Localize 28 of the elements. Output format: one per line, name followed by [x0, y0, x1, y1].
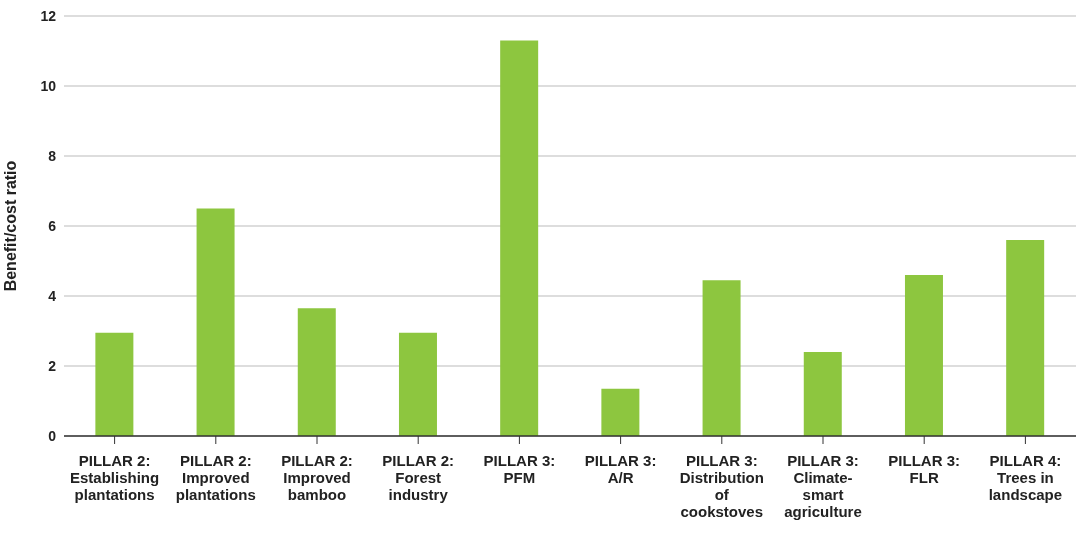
y-tick-label: 4 — [48, 287, 57, 304]
x-tick-label: PILLAR 3: FLR — [888, 452, 961, 486]
bar — [95, 332, 134, 436]
y-tick-label: 6 — [48, 217, 57, 234]
x-tick-label: PILLAR 2: Forest industry — [382, 452, 455, 503]
y-tick-label: 8 — [48, 147, 57, 164]
y-tick-label: 12 — [40, 7, 57, 24]
bar — [702, 280, 741, 436]
x-tick-label: PILLAR 2: Establishing plantations — [70, 452, 160, 503]
bar — [904, 275, 943, 436]
bar — [196, 208, 235, 436]
x-tick-label: PILLAR 3: A/R — [584, 452, 657, 486]
bar — [803, 352, 842, 436]
x-tick-label: PILLAR 3: Distribution of cookstoves — [679, 452, 764, 520]
bar — [601, 388, 640, 436]
x-tick-label: PILLAR 3: PFM — [483, 452, 556, 486]
bar — [500, 40, 539, 436]
bar — [398, 332, 437, 436]
bar — [1006, 240, 1045, 436]
y-tick-label: 2 — [48, 357, 57, 374]
x-tick-label: PILLAR 3: Climate- smart agriculture — [784, 452, 862, 520]
y-tick-label: 0 — [48, 427, 57, 444]
x-tick-label: PILLAR 2: Improved plantations — [175, 452, 256, 503]
y-tick-label: 10 — [40, 77, 57, 94]
x-tick-label: PILLAR 2: Improved bamboo — [281, 452, 353, 503]
x-tick-label: PILLAR 4: Trees in landscape — [988, 452, 1063, 503]
y-axis-title: Benefit/cost ratio — [1, 160, 19, 292]
bar — [297, 308, 336, 436]
